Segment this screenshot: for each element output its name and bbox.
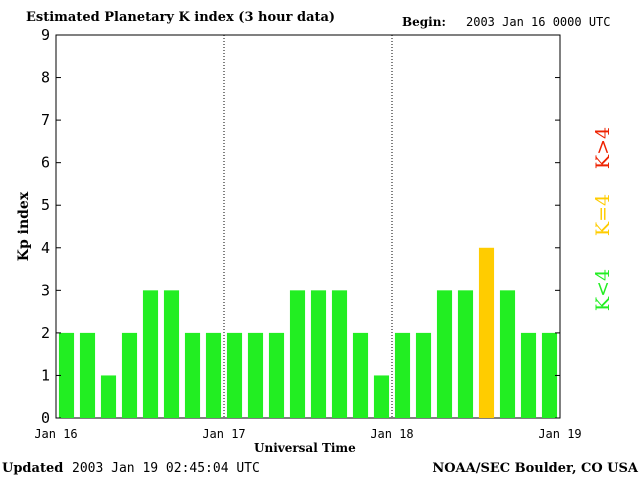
updated-label: Updated (2, 461, 64, 476)
y-tick-label: 8 (41, 69, 50, 87)
source-credit: NOAA/SEC Boulder, CO USA (432, 461, 638, 476)
kp-bar (310, 290, 327, 418)
y-tick-label: 2 (41, 324, 50, 342)
kp-bar (499, 290, 516, 418)
kp-bar (457, 290, 474, 418)
x-tick-label: Jan 16 (34, 427, 77, 441)
kp-bar (541, 332, 558, 418)
legend-item: K>4 (592, 127, 614, 169)
x-tick-label: Jan 17 (202, 427, 245, 441)
kp-bar (121, 332, 138, 418)
kp-bar (142, 290, 159, 418)
kp-bar (100, 375, 117, 418)
kp-bar (352, 332, 369, 418)
kp-bar (58, 332, 75, 418)
x-tick-label: Jan 19 (538, 427, 581, 441)
kp-bar (373, 375, 390, 418)
y-tick-label: 5 (41, 196, 50, 214)
kp-bar (415, 332, 432, 418)
kp-bar (247, 332, 264, 418)
kp-bar (520, 332, 537, 418)
y-tick-label: 3 (41, 281, 50, 299)
updated-value: 2003 Jan 19 02:45:04 UTC (72, 461, 260, 476)
kp-bar (205, 332, 222, 418)
kp-bar (184, 332, 201, 418)
y-axis-label: Kp index (16, 191, 32, 261)
plot-frame (55, 34, 561, 419)
kp-bar (289, 290, 306, 418)
y-tick-label: 1 (41, 366, 50, 384)
x-axis-label: Universal Time (254, 441, 356, 455)
chart-title: Estimated Planetary K index (3 hour data… (26, 10, 336, 25)
y-tick-label: 0 (41, 409, 50, 427)
kp-bar (268, 332, 285, 418)
kp-bar (226, 332, 243, 418)
y-tick-label: 4 (41, 239, 50, 257)
x-tick-label: Jan 18 (370, 427, 413, 441)
kp-bar (436, 290, 453, 418)
kp-bar (331, 290, 348, 418)
kp-bar (79, 332, 96, 418)
legend-item: K<4 (592, 269, 614, 311)
legend-item: K=4 (592, 194, 614, 236)
y-tick-label: 6 (41, 154, 50, 172)
y-tick-label: 7 (41, 111, 50, 129)
kp-bar (163, 290, 180, 418)
begin-label: Begin: (402, 15, 446, 29)
y-tick-label: 9 (41, 26, 50, 44)
kp-bar (394, 332, 411, 418)
begin-value: 2003 Jan 16 0000 UTC (466, 15, 611, 29)
kp-bar (478, 247, 495, 418)
